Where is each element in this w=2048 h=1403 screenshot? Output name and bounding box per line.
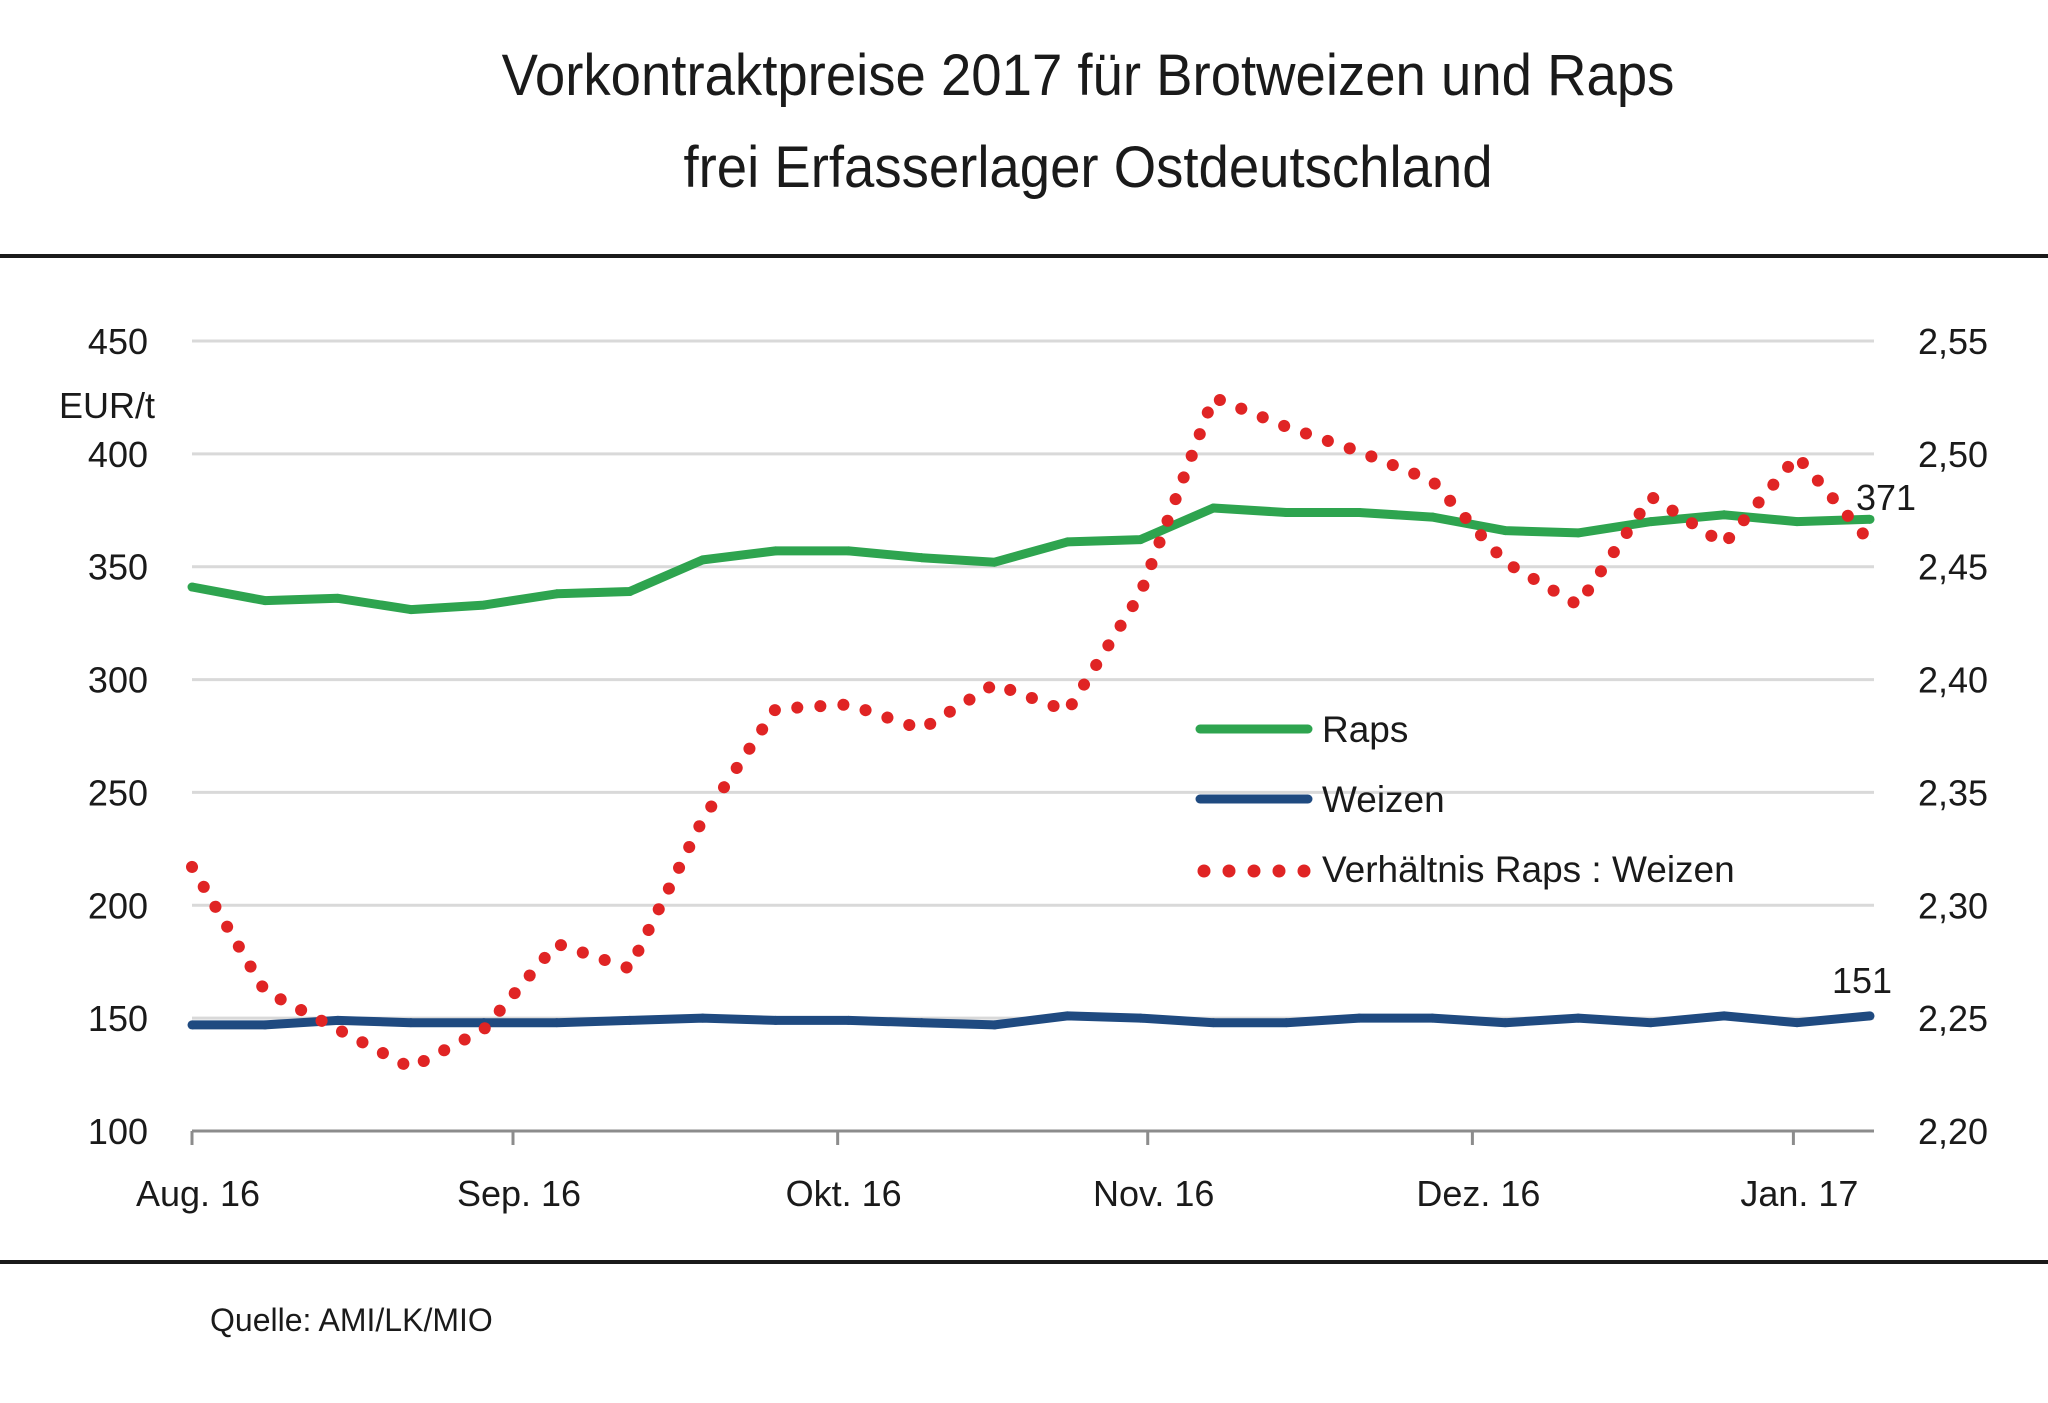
data-point	[333, 593, 343, 603]
data-point	[1646, 1018, 1656, 1028]
raps-end-label: 371	[1856, 477, 1916, 518]
data-point	[1354, 508, 1364, 518]
weizen-end-label: 151	[1832, 960, 1892, 1001]
legend-dot	[1222, 864, 1236, 878]
data-point	[698, 555, 708, 565]
right-axis-tick-label: 2,55	[1918, 321, 1988, 362]
legend-dot	[1272, 864, 1286, 878]
series-ratio	[186, 391, 1876, 1074]
data-point	[1792, 517, 1802, 527]
data-point	[1573, 1013, 1583, 1023]
data-point	[260, 1020, 270, 1030]
data-point	[990, 1020, 1000, 1030]
data-point	[771, 546, 781, 556]
data-point	[1646, 517, 1656, 527]
data-point	[1792, 1018, 1802, 1028]
data-point	[917, 553, 927, 563]
right-axis-tick-label: 2,40	[1918, 660, 1988, 701]
y-axis-unit-label: EUR/t	[59, 385, 155, 426]
data-point	[1427, 1013, 1437, 1023]
data-point	[1865, 514, 1875, 524]
chart-title-line-2: frei Erfasserlager Ostdeutschland	[683, 135, 1493, 200]
data-point	[625, 1015, 635, 1025]
data-point	[1135, 1013, 1145, 1023]
series-line	[192, 1011, 1871, 1030]
left-axis-tick-label: 250	[88, 772, 148, 813]
data-point	[771, 1015, 781, 1025]
data-point	[1135, 535, 1145, 545]
gridlines	[192, 339, 1874, 1020]
left-axis-tick-label: 150	[88, 998, 148, 1039]
data-point	[844, 1015, 854, 1025]
left-axis-tick-label: 300	[88, 660, 148, 701]
right-axis-tick-label: 2,35	[1918, 772, 1988, 813]
x-axis-tick-label: Aug. 16	[136, 1173, 260, 1214]
right-axis-tick-label: 2,45	[1918, 547, 1988, 588]
legend-dot	[1197, 864, 1211, 878]
x-axis-tick-label: Okt. 16	[786, 1173, 902, 1214]
legend-dot	[1247, 864, 1261, 878]
data-point	[1500, 526, 1510, 536]
data-point	[260, 596, 270, 606]
data-point	[1719, 1011, 1729, 1021]
data-point	[990, 557, 1000, 567]
x-axis-tick-label: Sep. 16	[457, 1173, 581, 1214]
series-weizen	[187, 1011, 1875, 1030]
right-axis-tick-label: 2,30	[1918, 885, 1988, 926]
series-raps	[187, 503, 1875, 615]
data-point	[479, 600, 489, 610]
data-point	[844, 546, 854, 556]
legend-dot	[1297, 864, 1311, 878]
legend-label-weizen[interactable]: Weizen	[1322, 779, 1445, 820]
left-axis-labels: 100 150 200 250 300 350 400 450	[88, 321, 148, 1152]
top-rule	[0, 254, 2048, 258]
left-axis-tick-label: 200	[88, 885, 148, 926]
data-point	[406, 605, 416, 615]
data-point	[1865, 1011, 1875, 1021]
left-axis-tick-label: 400	[88, 434, 148, 475]
legend: Raps Weizen Verhältnis Raps : Weizen	[1195, 709, 1735, 890]
right-axis-labels: 2,20 2,25 2,30 2,35 2,40 2,45 2,50 2,55	[1918, 321, 1988, 1152]
data-point	[187, 582, 197, 592]
data-point	[333, 1015, 343, 1025]
chart-title-line-1: Vorkontraktpreise 2017 für Brotweizen un…	[501, 43, 1675, 108]
left-axis-tick-label: 450	[88, 321, 148, 362]
right-axis-tick-label: 2,20	[1918, 1111, 1988, 1152]
series-line	[186, 391, 1876, 1074]
data-point	[1208, 503, 1218, 513]
data-point	[1573, 528, 1583, 538]
data-point	[1062, 537, 1072, 547]
data-point	[625, 587, 635, 597]
data-point	[1719, 510, 1729, 520]
left-axis-tick-label: 350	[88, 547, 148, 588]
data-point	[1427, 512, 1437, 522]
data-point	[552, 1018, 562, 1028]
x-axis-tick-label: Nov. 16	[1093, 1173, 1214, 1214]
legend-label-ratio[interactable]: Verhältnis Raps : Weizen	[1322, 849, 1735, 890]
bottom-rule	[0, 1260, 2048, 1264]
data-point	[552, 589, 562, 599]
data-point	[1354, 1013, 1364, 1023]
x-axis: Aug. 16 Sep. 16 Okt. 16 Nov. 16 Dez. 16 Jan. …	[136, 1129, 1874, 1214]
data-point	[1500, 1018, 1510, 1028]
source-note: Quelle: AMI/LK/MIO	[210, 1302, 493, 1338]
legend-swatch-ratio	[1197, 864, 1311, 878]
x-axis-tick-label: Jan. 17	[1740, 1173, 1858, 1214]
data-point	[406, 1018, 416, 1028]
data-point	[1208, 1018, 1218, 1028]
data-point	[917, 1018, 927, 1028]
data-point	[187, 1020, 197, 1030]
right-axis-tick-label: 2,25	[1918, 998, 1988, 1039]
x-axis-tick-label: Dez. 16	[1416, 1173, 1540, 1214]
data-point	[1281, 1018, 1291, 1028]
left-axis-tick-label: 100	[88, 1111, 148, 1152]
right-axis-tick-label: 2,50	[1918, 434, 1988, 475]
data-point	[1281, 508, 1291, 518]
legend-label-raps[interactable]: Raps	[1322, 709, 1408, 750]
series-line	[191, 503, 1871, 615]
data-point	[698, 1013, 708, 1023]
data-point	[1062, 1011, 1072, 1021]
